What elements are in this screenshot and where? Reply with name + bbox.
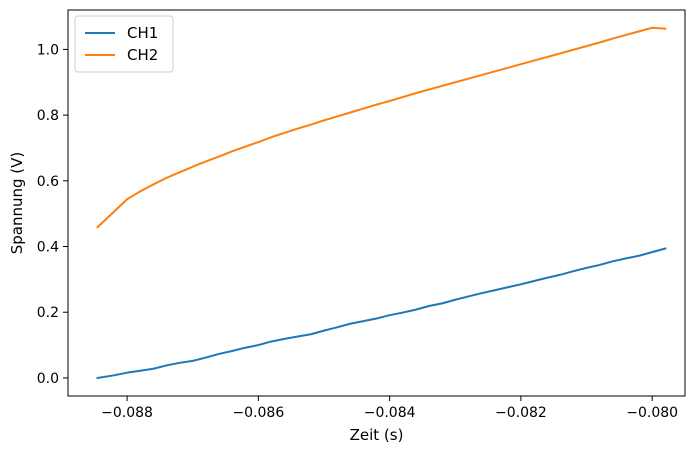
y-axis-label: Spannung (V): [8, 152, 26, 255]
legend-label-ch1: CH1: [127, 24, 158, 42]
y-tick-label: 0.8: [37, 108, 59, 124]
series-line-ch1: [96, 247, 667, 380]
axes-frame: [67, 9, 686, 397]
series-line-ch2: [96, 26, 667, 229]
x-tick-label: −0.086: [232, 405, 284, 421]
legend-box: [74, 15, 174, 73]
x-tick-label: −0.084: [364, 405, 416, 421]
y-tick-label: 0.0: [37, 371, 59, 387]
plot-area: [96, 26, 667, 380]
x-tick-label: −0.080: [626, 405, 678, 421]
axes: −0.088 −0.086 −0.084 −0.082 −0.080 0.0 0.2 0.4 0…: [37, 9, 686, 421]
y-tick-label: 0.4: [37, 240, 59, 256]
x-axis-label: Zeit (s): [350, 426, 404, 444]
y-tick-label: 1.0: [37, 42, 59, 58]
x-tick-label: −0.088: [101, 405, 153, 421]
x-tick-label: −0.082: [495, 405, 547, 421]
legend-label-ch2: CH2: [127, 46, 158, 64]
y-tick-label: 0.2: [37, 305, 59, 321]
y-tick-label: 0.6: [37, 174, 59, 190]
